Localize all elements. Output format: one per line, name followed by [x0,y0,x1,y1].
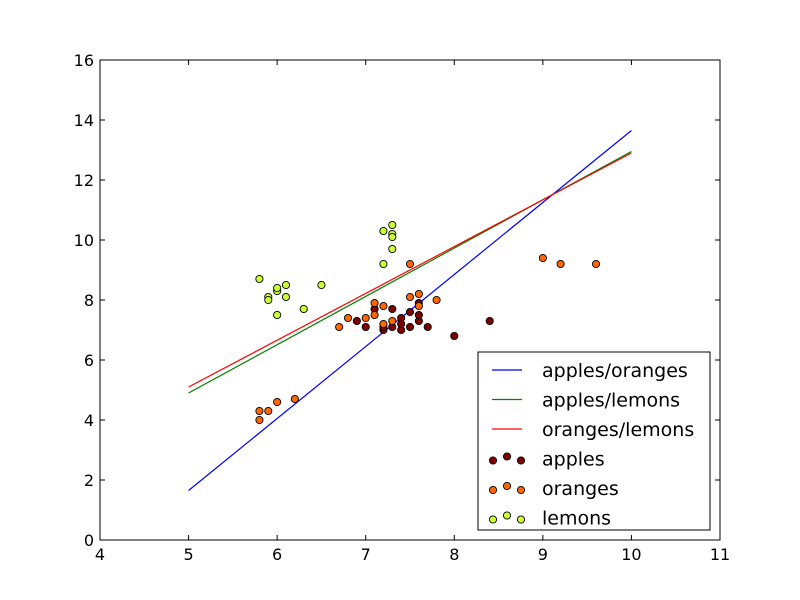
legend-marker-oranges-0 [488,485,498,495]
point-oranges-20 [591,259,601,269]
point-oranges-18 [538,253,547,263]
legend-label-lemons: lemons [542,508,611,530]
y-tick-label-16: 16 [74,51,94,70]
point-lemons-11 [388,220,397,230]
point-lemons-13 [388,232,397,242]
plot-area [188,130,632,491]
point-oranges-9 [370,298,379,308]
point-oranges-15 [414,301,423,311]
point-apples-11 [388,304,397,314]
point-apples-1 [361,322,370,332]
legend-label-apples-lemons: apples/lemons [542,390,680,412]
point-apples-15 [450,331,459,341]
point-oranges-19 [556,259,565,269]
y-tick-label-4: 4 [84,411,94,430]
x-tick-label-8: 8 [449,545,459,564]
point-oranges-17 [405,259,415,269]
point-lemons-14 [388,244,397,254]
legend-marker-apples-1 [502,452,512,461]
point-lemons-5 [273,310,282,320]
legend: apples/oranges apples/lemons oranges/lemon… [477,351,711,531]
legend-label-apples: apples [542,449,605,471]
y-tick-label-14: 14 [74,111,94,130]
point-oranges-12 [388,316,397,326]
x-tick-label-5: 5 [183,545,193,564]
point-apples-12 [397,313,406,323]
legend-marker-lemons-0 [488,515,498,524]
y-tick-label-6: 6 [84,351,94,370]
legend-box [477,351,711,531]
series-line-oranges-lemons [188,152,632,388]
point-apples-9 [414,310,423,320]
point-lemons-0 [255,274,264,284]
point-oranges-10 [379,301,388,311]
point-apples-2 [352,316,361,326]
legend-label-oranges-lemons: oranges/lemons [542,419,694,441]
point-lemons-7 [281,292,291,302]
point-lemons-4 [273,283,282,293]
point-oranges-0 [255,406,264,416]
point-oranges-5 [335,322,344,332]
legend-marker-lemons-2 [516,515,526,524]
y-tick-label-8: 8 [84,291,94,310]
legend-marker-lemons-1 [502,511,512,520]
legend-marker-apples-0 [488,456,498,465]
x-tick-label-10: 10 [621,545,641,564]
point-oranges-7 [361,313,370,323]
y-tick-label-2: 2 [84,471,94,490]
x-tick-label-9: 9 [538,545,548,564]
point-lemons-2 [264,295,273,305]
x-tick-label-4: 4 [95,545,105,564]
point-apples-10 [423,322,432,332]
axes: 4 5 6 7 8 9 10 11 0 2 4 6 8 10 12 14 16 [74,51,731,564]
legend-marker-oranges-1 [502,481,512,491]
legend-marker-oranges-2 [516,485,526,495]
point-oranges-8 [370,310,379,320]
x-tick-label-11: 11 [710,545,730,564]
point-lemons-8 [299,304,308,314]
point-apples-7 [405,322,415,332]
point-apples-16 [485,316,494,326]
y-tick-label-10: 10 [74,231,94,250]
legend-label-apples-oranges: apples/oranges [542,360,688,382]
point-oranges-3 [273,397,282,407]
point-oranges-4 [290,394,299,404]
legend-marker-apples-2 [516,456,526,465]
point-oranges-11 [379,319,388,329]
x-tick-label-6: 6 [272,545,282,564]
point-oranges-2 [264,406,273,416]
point-oranges-6 [343,313,353,323]
point-lemons-15 [379,259,388,269]
point-oranges-16 [432,295,441,305]
point-lemons-6 [281,280,291,290]
point-apples-13 [405,307,415,317]
point-oranges-13 [405,292,415,302]
point-oranges-1 [255,415,264,425]
x-tick-label-7: 7 [361,545,371,564]
y-tick-label-12: 12 [74,171,94,190]
point-oranges-14 [414,289,423,299]
point-lemons-10 [379,226,388,236]
point-lemons-9 [317,280,326,290]
y-tick-label-0: 0 [84,531,94,550]
legend-label-oranges: oranges [542,478,619,500]
